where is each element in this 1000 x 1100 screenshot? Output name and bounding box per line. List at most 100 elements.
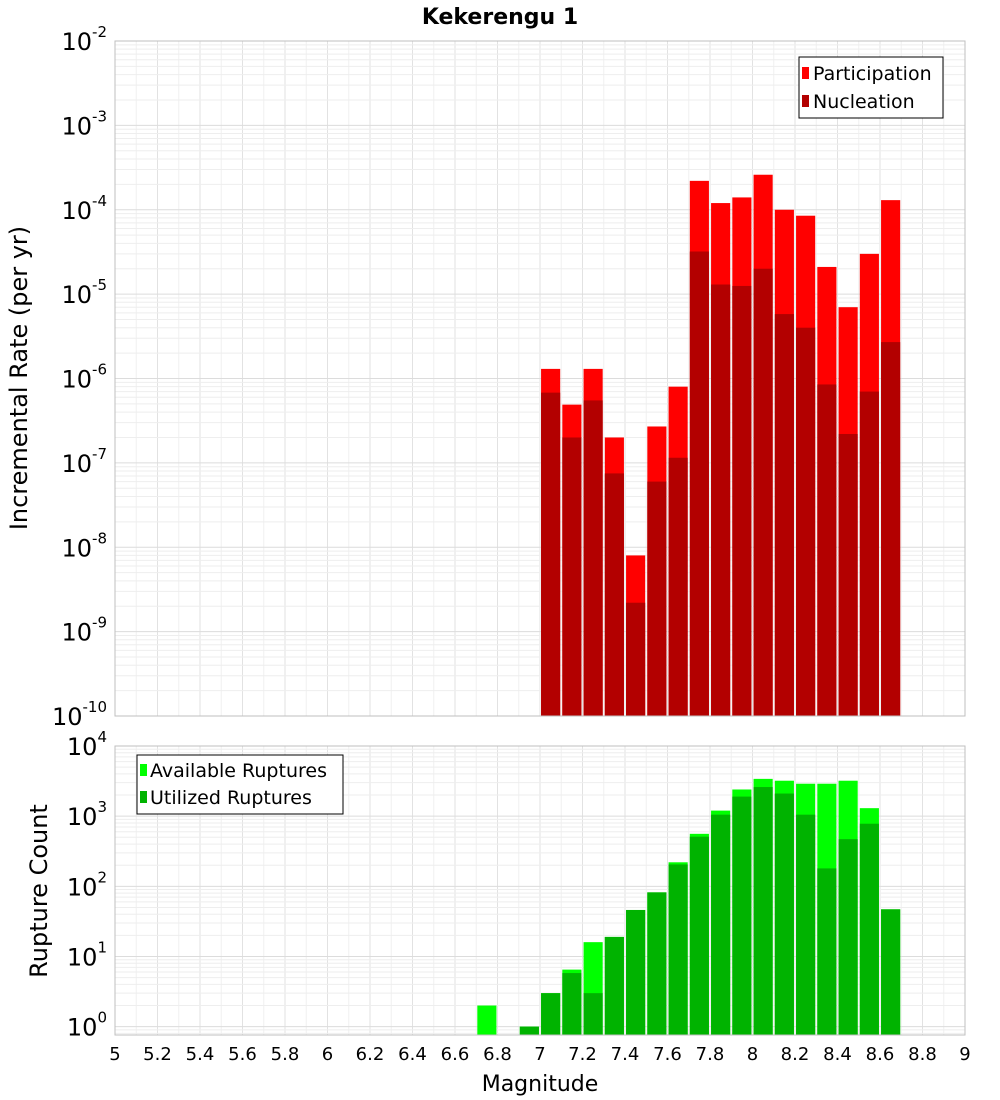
y-tick-exponent: -8 (92, 529, 107, 547)
rate-legend: Participation Nucleation (798, 56, 944, 119)
x-tick-label: 7.2 (568, 1044, 597, 1065)
nucleation-bar (838, 433, 858, 716)
utilized-bar (583, 993, 603, 1035)
x-tick-label: 5 (109, 1044, 120, 1065)
x-tick-label: 8.6 (866, 1044, 895, 1065)
legend-label-nucleation: Nucleation (813, 91, 915, 113)
utilized-bar (626, 909, 646, 1035)
nucleation-bar (859, 391, 879, 716)
nucleation-bar (541, 392, 561, 716)
nucleation-bar (711, 284, 731, 716)
y-tick-base: 10 (67, 803, 98, 831)
x-tick-label: 6.8 (483, 1044, 512, 1065)
x-axis-label: Magnitude (482, 1072, 599, 1097)
utilized-bar (881, 909, 901, 1035)
nucleation-bar (817, 384, 837, 716)
utilized-bar (519, 1026, 539, 1035)
count-bars (477, 778, 901, 1035)
y-tick-label: 10-8 (61, 529, 107, 562)
count-legend-box (136, 754, 344, 815)
y-tick-exponent: -6 (92, 361, 107, 379)
y-tick-label: 10-7 (61, 445, 107, 478)
nucleation-bar (562, 437, 582, 716)
rate-legend-box (798, 56, 944, 119)
count-y-axis-label: Rupture Count (25, 804, 53, 978)
y-tick-label: 100 (67, 1009, 107, 1042)
nucleation-bar (689, 251, 709, 716)
x-tick-label: 8 (747, 1044, 758, 1065)
y-tick-base: 10 (52, 703, 83, 731)
utilized-bar (732, 796, 752, 1035)
y-tick-exponent: -3 (92, 107, 107, 125)
y-tick-base: 10 (61, 197, 92, 225)
y-tick-base: 10 (61, 366, 92, 394)
y-tick-label: 10-10 (52, 698, 107, 731)
x-tick-label: 6.6 (441, 1044, 470, 1065)
x-tick-label: 7.8 (696, 1044, 725, 1065)
y-tick-label: 10-3 (61, 107, 107, 140)
y-tick-label: 10-4 (61, 192, 107, 225)
x-tick-label: 7 (534, 1044, 545, 1065)
utilized-bar (859, 823, 879, 1035)
x-tick-label: 9 (959, 1044, 970, 1065)
y-tick-exponent: 0 (97, 1009, 107, 1027)
y-tick-exponent: -9 (92, 614, 107, 632)
legend-swatch-available (140, 764, 147, 776)
legend-label-available: Available Ruptures (150, 760, 327, 782)
y-tick-label: 102 (67, 868, 107, 901)
x-tick-label: 7.4 (611, 1044, 640, 1065)
y-tick-label: 101 (67, 938, 107, 971)
y-tick-exponent: -7 (92, 445, 107, 463)
y-tick-exponent: 4 (97, 728, 107, 746)
x-tick-label: 7.6 (653, 1044, 682, 1065)
nucleation-bar (604, 473, 624, 716)
x-tick-label: 8.2 (781, 1044, 810, 1065)
x-tick-label: 8.8 (908, 1044, 937, 1065)
nucleation-bar (753, 268, 773, 716)
y-tick-label: 104 (67, 728, 107, 761)
utilized-bar (774, 793, 794, 1035)
nucleation-bar (774, 314, 794, 716)
y-tick-base: 10 (61, 450, 92, 478)
y-tick-exponent: 1 (97, 938, 107, 956)
y-tick-exponent: 3 (97, 798, 107, 816)
x-tick-label: 5.8 (271, 1044, 300, 1065)
utilized-bar (689, 836, 709, 1035)
y-tick-base: 10 (67, 943, 98, 971)
utilized-bar (604, 936, 624, 1035)
utilized-bar (817, 868, 837, 1035)
utilized-bar (647, 892, 667, 1035)
utilized-bar (668, 864, 688, 1035)
y-tick-base: 10 (61, 534, 92, 562)
legend-swatch-participation (802, 67, 809, 79)
x-tick-label: 6 (322, 1044, 333, 1065)
chart-title: Kekerengu 1 (422, 5, 578, 30)
rate-gridlines (115, 40, 965, 717)
utilized-bar (541, 993, 561, 1035)
nucleation-bar (881, 342, 901, 716)
nucleation-bar (668, 457, 688, 716)
utilized-bar (711, 814, 731, 1035)
legend-label-utilized: Utilized Ruptures (150, 787, 312, 809)
y-tick-label: 10-9 (61, 614, 107, 647)
y-tick-base: 10 (67, 733, 98, 761)
rate-plot-frame (114, 40, 966, 717)
x-tick-label: 5.2 (143, 1044, 172, 1065)
nucleation-bar (732, 285, 752, 716)
y-tick-base: 10 (61, 281, 92, 309)
legend-swatch-nucleation (802, 95, 809, 107)
nucleation-bar (626, 602, 646, 716)
x-tick-label: 5.6 (228, 1044, 257, 1065)
x-tick-label: 6.4 (398, 1044, 427, 1065)
utilized-bar (562, 973, 582, 1035)
y-tick-label: 10-5 (61, 276, 107, 309)
available-bar (477, 1005, 497, 1035)
y-tick-base: 10 (61, 28, 92, 56)
count-gridlines (115, 745, 965, 1035)
y-tick-base: 10 (61, 112, 92, 140)
rate-bars (541, 174, 901, 717)
